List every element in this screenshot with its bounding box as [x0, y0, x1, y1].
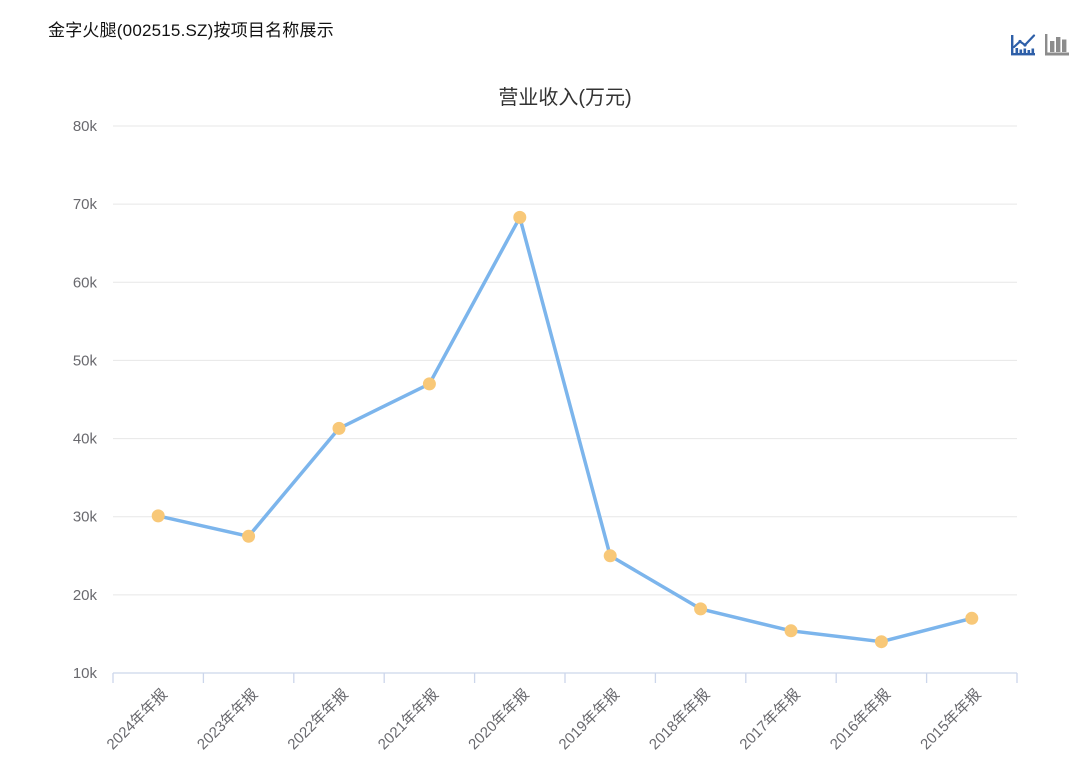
y-tick-label: 70k [73, 196, 98, 213]
data-point-2022年年报[interactable] [332, 421, 346, 435]
chart-view-toolbar [1009, 32, 1070, 58]
data-point-2015年年报[interactable] [965, 611, 979, 625]
x-tick-label: 2017年年报 [736, 686, 803, 753]
data-point-2020年年报[interactable] [513, 210, 527, 224]
bar-chart-view-icon[interactable] [1044, 32, 1070, 58]
revenue-line [156, 215, 974, 644]
x-tick-label: 2015年年报 [917, 686, 984, 753]
x-axis-labels: 2024年年报 2023年年报 2022年年报 2021年年报 2020年年报 2019年… [104, 686, 985, 753]
data-point-2016年年报[interactable] [874, 635, 888, 649]
y-tick-label: 20k [73, 587, 98, 604]
x-tick-label: 2021年年报 [375, 686, 442, 753]
y-tick-label: 60k [73, 274, 98, 291]
x-axis [112, 672, 1018, 683]
x-tick-label: 2019年年报 [556, 686, 623, 753]
y-tick-label: 30k [73, 509, 98, 526]
revenue-series [151, 210, 979, 649]
data-point-2017年年报[interactable] [784, 624, 798, 638]
x-tick-label: 2024年年报 [104, 686, 171, 753]
line-chart-icon-glyph [1011, 34, 1036, 56]
data-point-2021年年报[interactable] [422, 377, 436, 391]
data-point-2023年年报[interactable] [242, 529, 256, 543]
y-tick-label: 40k [73, 431, 98, 448]
bar-chart-icon-glyph [1045, 34, 1069, 56]
page-title: 金字火腿(002515.SZ)按项目名称展示 [48, 21, 334, 40]
x-tick-label: 2022年年报 [284, 686, 351, 753]
data-point-2019年年报[interactable] [603, 549, 617, 563]
x-tick-label: 2020年年报 [465, 686, 532, 753]
x-tick-label: 2023年年报 [194, 686, 261, 753]
y-tick-label: 80k [73, 118, 98, 135]
y-axis-labels: 10k 20k 30k 40k 50k 60k 70k 80k [73, 118, 98, 682]
line-chart-view-icon[interactable] [1009, 32, 1037, 58]
data-point-2024年年报[interactable] [151, 509, 165, 523]
x-tick-label: 2016年年报 [827, 686, 894, 753]
gridlines [113, 125, 1017, 596]
y-tick-label: 10k [73, 665, 98, 682]
data-point-2018年年报[interactable] [694, 602, 708, 616]
page-header: 金字火腿(002515.SZ)按项目名称展示 [48, 16, 1032, 41]
x-tick-label: 2018年年报 [646, 686, 713, 753]
chart-title: 营业收入(万元) [498, 86, 631, 109]
y-tick-label: 50k [73, 352, 98, 369]
